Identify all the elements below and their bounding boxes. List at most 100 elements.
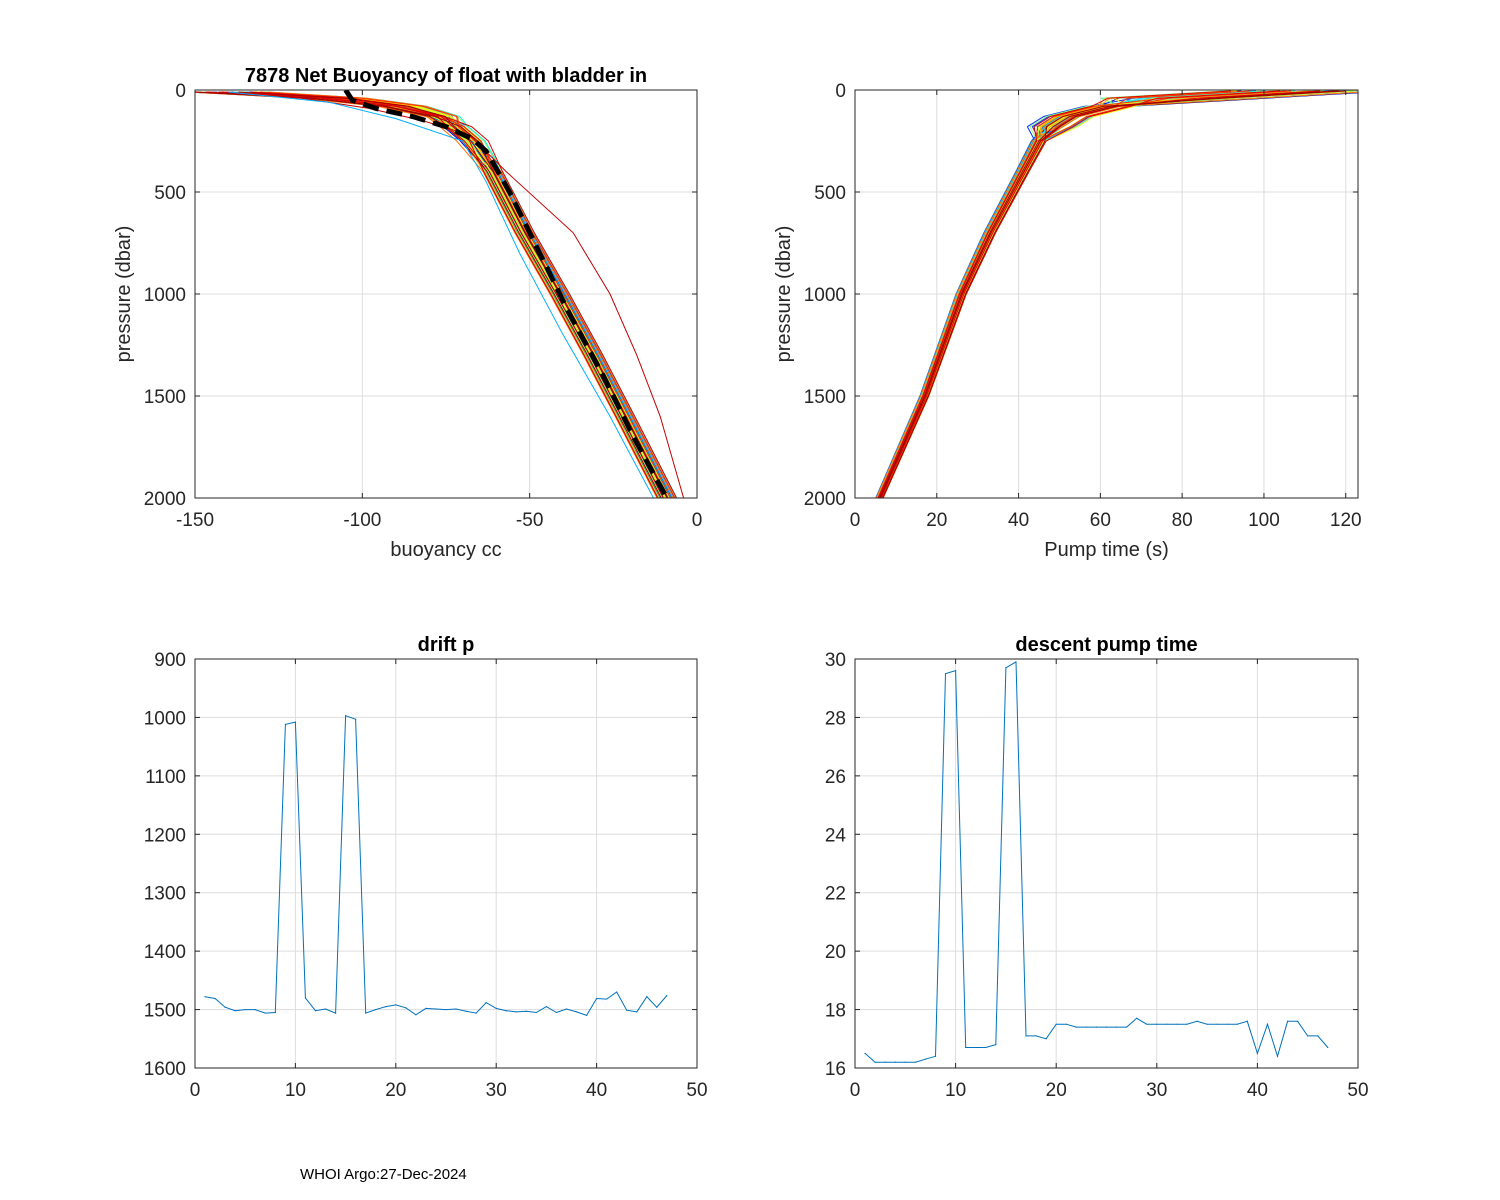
descent-point: [1206, 1023, 1208, 1025]
descent-point: [955, 670, 957, 672]
descent-point: [1025, 1035, 1027, 1037]
descent-point: [1297, 1020, 1299, 1022]
drift-frame: 0 10 20 30 40 50 900 1000 1100 1200 1300 1400 1500 16…: [144, 634, 708, 1101]
buoyancy-ytick-label: 0: [175, 81, 186, 102]
buoyancy-profile-line: [260, 91, 676, 498]
pump-xtick-label: 0: [850, 510, 861, 531]
descent-point: [874, 1061, 876, 1063]
drift-point: [525, 1010, 527, 1012]
drift-point: [575, 1011, 578, 1013]
descent-point: [1136, 1017, 1138, 1019]
descent-axes: [854, 658, 1359, 1069]
footer-label: WHOI Argo:27-Dec-2024: [300, 1166, 467, 1183]
buoyancy-mean-line: [343, 90, 670, 498]
descent-plot-area: [855, 659, 1358, 1068]
pump-ytick-label: 0: [835, 81, 846, 102]
drift-point: [204, 996, 206, 998]
descent-ytick-label: 16: [825, 1059, 846, 1080]
descent-xtick-label: 30: [1146, 1080, 1167, 1101]
buoyancy-outlier-line: [228, 91, 654, 498]
descent-point: [1226, 1023, 1228, 1025]
pump-ytick-label: 500: [814, 183, 846, 204]
descent-point: [1065, 1023, 1067, 1025]
drift-point: [365, 1012, 367, 1014]
descent-xtick-label: 0: [850, 1080, 861, 1101]
descent-point: [914, 1061, 916, 1063]
pump-ytick-label: 2000: [804, 489, 846, 510]
drift-point: [596, 997, 598, 1000]
drift-point: [666, 994, 668, 997]
drift-ytick-label: 1100: [145, 767, 186, 788]
buoyancy-ytick-label: 500: [154, 183, 186, 204]
drift-xtick-label: 40: [586, 1080, 607, 1101]
descent-point: [924, 1058, 927, 1060]
pump-profile-line: [878, 90, 1335, 498]
descent-point: [995, 1044, 997, 1046]
descent-point: [965, 1046, 967, 1049]
drift-point: [385, 1006, 387, 1008]
buoyancy-xtick-label: -150: [176, 510, 214, 531]
drift-point: [405, 1007, 407, 1009]
drift-ytick-label: 1500: [144, 1001, 186, 1022]
drift-xtick-label: 10: [285, 1080, 306, 1101]
pump-xtick-label: 80: [1172, 510, 1193, 531]
drift-point: [425, 1007, 427, 1010]
drift-point: [234, 1010, 236, 1012]
descent-point: [1327, 1046, 1329, 1049]
buoyancy-xtick-label: 0: [692, 510, 703, 531]
descent-point: [934, 1055, 937, 1057]
drift-point: [505, 1010, 507, 1012]
descent-xtick-label: 40: [1247, 1080, 1268, 1101]
drift-ytick-label: 1600: [144, 1059, 186, 1080]
drift-point: [565, 1008, 568, 1010]
drift-ytick-label: 1300: [144, 884, 186, 905]
buoyancy-frame: -150 -100 -50 0 0 500 1000 1500 2000 7878 Net Buo…: [113, 65, 702, 561]
buoyancy-outlier-line: [221, 91, 685, 498]
descent-point: [985, 1046, 987, 1049]
drift-point: [274, 1011, 276, 1014]
drift-series: [204, 715, 668, 1017]
descent-ytick-label: 30: [825, 650, 846, 671]
drift-point: [395, 1004, 397, 1006]
buoyancy-ytick-label: 2000: [144, 489, 186, 510]
descent-xtick-label: 10: [945, 1080, 966, 1101]
descent-point: [1176, 1023, 1178, 1025]
drift-axes: [194, 658, 698, 1069]
descent-point: [1166, 1023, 1168, 1025]
drift-point: [455, 1008, 457, 1010]
drift-point: [485, 1001, 487, 1004]
drift-point: [515, 1011, 517, 1013]
descent-point: [1317, 1035, 1319, 1037]
buoyancy-axes: [194, 89, 698, 499]
descent-ytick-label: 22: [825, 884, 846, 905]
descent-point: [1085, 1026, 1087, 1028]
pump-profiles: [875, 90, 1358, 498]
descent-point: [1266, 1023, 1269, 1025]
pump-xtick-label: 60: [1090, 510, 1111, 531]
descent-series: [864, 661, 1329, 1063]
buoyancy-xtick-label: -50: [516, 510, 543, 531]
pump-xtick-label: 20: [926, 510, 947, 531]
drift-point: [254, 1008, 256, 1011]
descent-point: [1216, 1023, 1218, 1025]
pump-ytick-label: 1500: [804, 387, 846, 408]
descent-point: [1156, 1023, 1158, 1025]
pump-axes: [854, 89, 1358, 499]
buoyancy-profiles: [195, 90, 685, 498]
pump-xtick-label: 40: [1008, 510, 1029, 531]
drift-point: [264, 1012, 266, 1014]
pump-ytick-label: 1000: [804, 285, 846, 306]
pump-xtick-label: 120: [1330, 510, 1362, 531]
drift-point: [535, 1011, 537, 1014]
drift-point: [465, 1010, 467, 1012]
descent-point: [1186, 1023, 1188, 1025]
buoyancy-ylabel: pressure (dbar): [113, 226, 135, 363]
descent-point: [1126, 1026, 1128, 1028]
descent-point: [1095, 1026, 1098, 1028]
drift-box: [194, 658, 698, 1069]
descent-ytick-label: 26: [825, 767, 846, 788]
descent-ytick-label: 20: [825, 942, 846, 963]
descent-frame: 0 10 20 30 40 50 16 18 20 22 24 26 28 30 descent pump …: [825, 634, 1369, 1101]
descent-point: [1196, 1020, 1198, 1022]
buoyancy-xtick-label: -100: [343, 510, 381, 531]
